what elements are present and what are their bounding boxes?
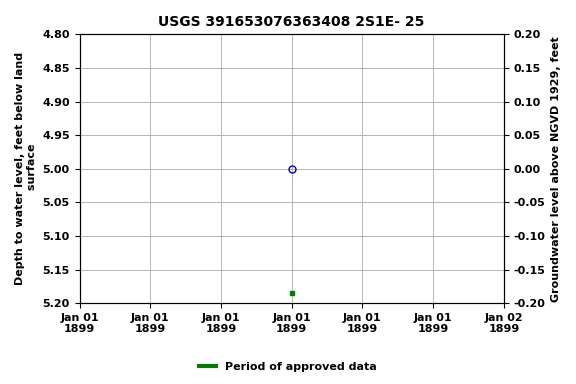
- Y-axis label: Depth to water level, feet below land
 surface: Depth to water level, feet below land su…: [15, 52, 37, 285]
- Legend: Period of approved data: Period of approved data: [195, 358, 381, 377]
- Y-axis label: Groundwater level above NGVD 1929, feet: Groundwater level above NGVD 1929, feet: [551, 36, 561, 301]
- Title: USGS 391653076363408 2S1E- 25: USGS 391653076363408 2S1E- 25: [158, 15, 425, 29]
